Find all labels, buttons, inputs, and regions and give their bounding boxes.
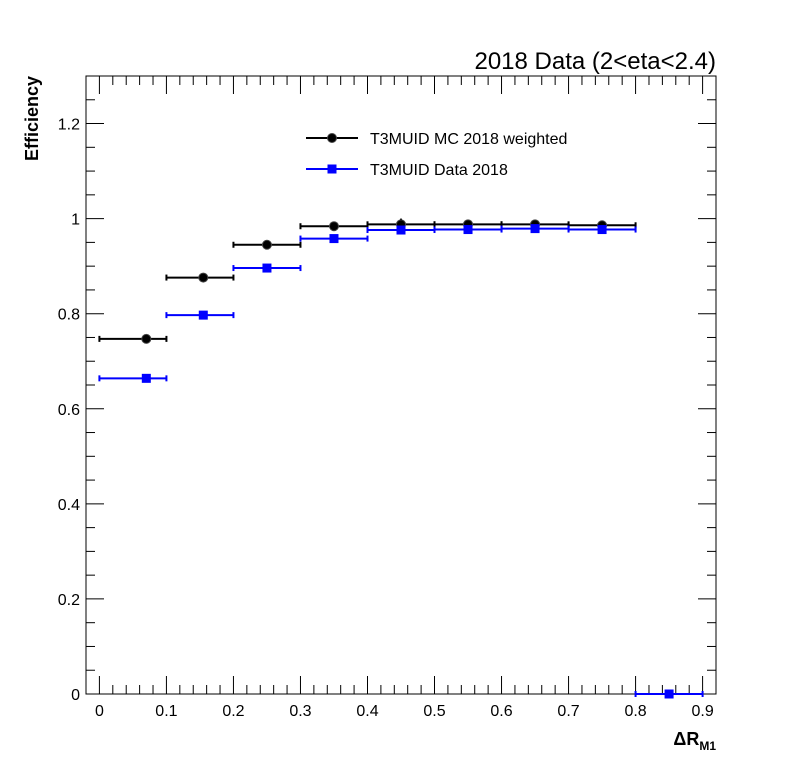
x-tick-label: 0.8 [624,703,646,720]
data-point [141,333,152,344]
chart-title: 2018 Data (2<eta<2.4) [474,48,716,75]
x-tick-label: 0.1 [155,703,177,720]
data-point [329,234,339,244]
data-point [328,221,339,232]
y-tick-label: 0.4 [58,497,80,514]
data-point [463,225,473,235]
y-tick-label: 0 [71,687,80,704]
series-data-2018 [98,224,704,699]
legend-label: T3MUID MC 2018 weighted [370,131,567,148]
x-tick-label: 0.2 [222,703,244,720]
data-point [141,373,151,383]
data-point [198,310,208,320]
x-axis-title-main: ΔR [673,729,699,749]
x-tick-label: 0.9 [691,703,713,720]
series-layer [98,218,704,699]
data-point [198,272,209,283]
x-axis-title: ΔRM1 [673,729,716,753]
x-tick-label: 0.4 [356,703,378,720]
data-point [664,689,674,699]
y-tick-label: 0.6 [58,402,80,419]
data-point [261,239,272,250]
x-tick-label: 0 [95,703,104,720]
y-tick-label: 0.8 [58,307,80,324]
legend: T3MUID MC 2018 weighted T3MUID Data 2018 [306,131,567,179]
legend-item: T3MUID Data 2018 [306,162,508,179]
x-tick-label: 0.5 [423,703,445,720]
legend-item: T3MUID MC 2018 weighted [306,131,567,148]
data-point [262,263,272,273]
data-point [597,225,607,235]
x-tick-label: 0.3 [289,703,311,720]
data-point [530,224,540,234]
legend-marker [327,164,337,174]
x-tick-label: 0.7 [557,703,579,720]
legend-label: T3MUID Data 2018 [370,162,508,179]
data-point [396,225,406,235]
x-axis-title-subscript: M1 [699,739,716,753]
axes: 0 0.1 0.2 0.3 0.4 0.5 0.6 0.7 0.8 0.9 0 0.2 0.4 0.6 0.… [58,75,716,720]
y-tick-label: 0.2 [58,592,80,609]
y-tick-label: 1 [71,212,80,229]
y-tick-label: 1.2 [58,117,80,134]
legend-marker [327,133,337,143]
y-axis-title: Efficiency [22,76,42,161]
x-tick-label: 0.6 [490,703,512,720]
